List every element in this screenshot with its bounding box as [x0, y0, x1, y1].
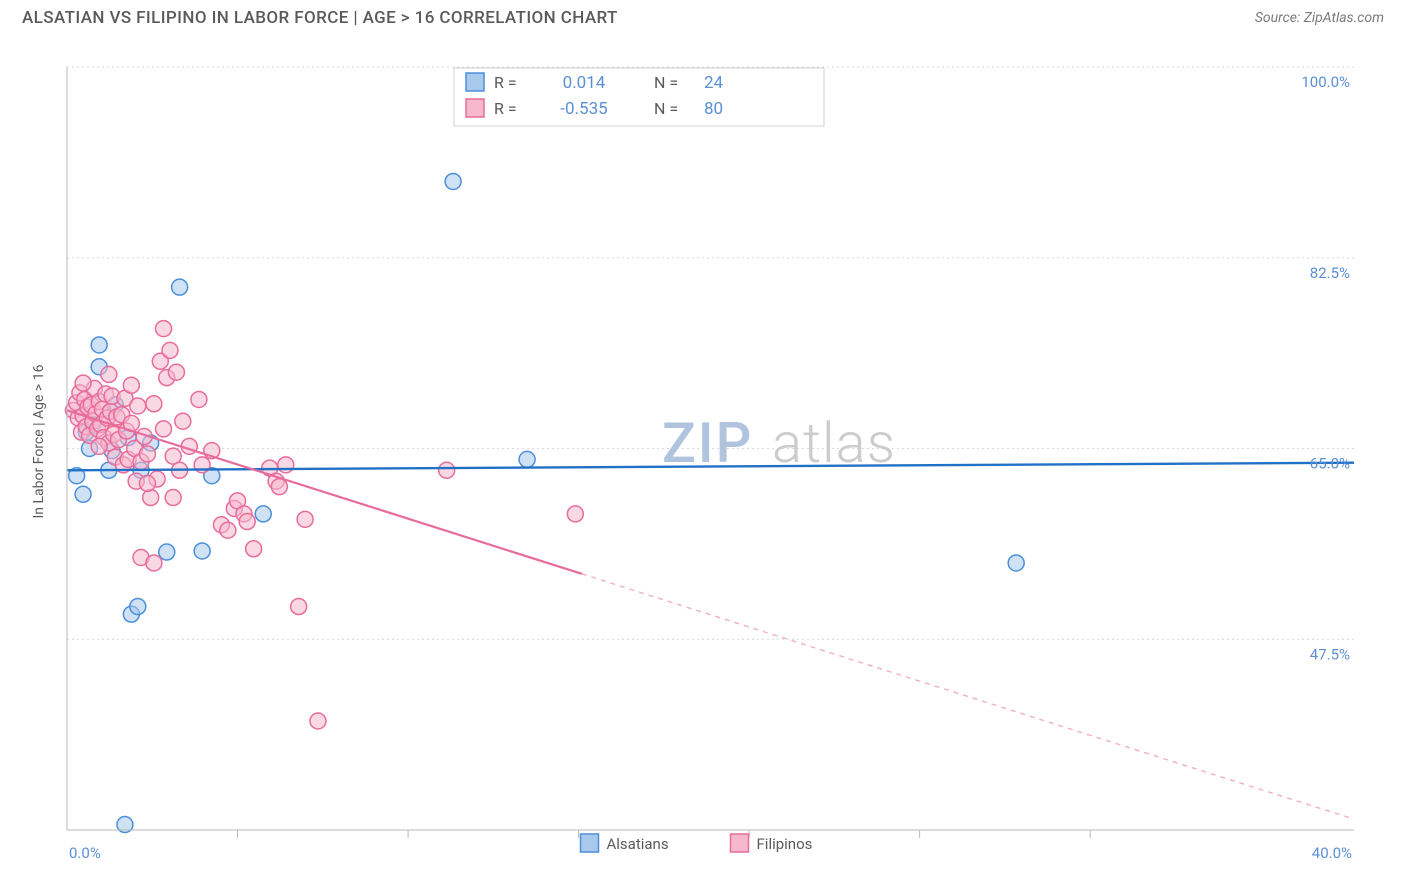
filipino-point — [130, 398, 146, 414]
filipino-point — [567, 506, 583, 522]
y-axis-title: In Labor Force | Age > 16 — [31, 364, 47, 518]
filipino-point — [291, 599, 307, 615]
legend-series-label: Filipinos — [757, 835, 813, 853]
stats-r-label: R = — [494, 99, 517, 118]
filipino-point — [246, 541, 262, 557]
stats-r-value: 0.014 — [563, 73, 606, 93]
filipino-point — [156, 321, 172, 337]
filipino-swatch-icon — [466, 99, 484, 117]
source-attribution: Source: ZipAtlas.com — [1255, 10, 1384, 26]
y-tick-label: 65.0% — [1310, 455, 1350, 473]
y-tick-label: 82.5% — [1310, 264, 1350, 282]
filipino-point — [310, 713, 326, 729]
filipino-point — [139, 446, 155, 462]
alsatian-point — [75, 486, 91, 502]
alsatian-point — [130, 599, 146, 615]
y-tick-label: 100.0% — [1301, 73, 1350, 91]
filipino-point — [220, 522, 236, 538]
filipino-point — [271, 479, 287, 495]
filipino-point — [278, 457, 294, 473]
alsatian-point — [1008, 555, 1024, 571]
stats-r-value: -0.535 — [560, 99, 607, 119]
filipino-point — [168, 364, 184, 380]
filipino-point — [175, 413, 191, 429]
filipino-point — [101, 366, 117, 382]
filipino-point — [146, 396, 162, 412]
filipino-swatch-icon — [731, 834, 749, 852]
alsatian-point — [519, 451, 535, 467]
legend-series-label: Alsatians — [607, 835, 669, 853]
filipino-point — [191, 391, 207, 407]
stats-n-value: 80 — [704, 99, 723, 119]
alsatian-point — [445, 173, 461, 189]
alsatian-point — [91, 337, 107, 353]
alsatian-swatch-icon — [581, 834, 599, 852]
stats-r-label: R = — [494, 73, 517, 92]
filipino-point — [162, 342, 178, 358]
chart-title: ALSATIAN VS FILIPINO IN LABOR FORCE | AG… — [22, 8, 618, 28]
stats-n-label: N = — [654, 99, 678, 118]
filipino-point — [143, 490, 159, 506]
filipino-trend-line-extrap — [582, 574, 1354, 819]
x-tick-label: 40.0% — [1312, 844, 1352, 862]
alsatian-point — [194, 543, 210, 559]
filipino-point — [156, 421, 172, 437]
alsatian-point — [172, 279, 188, 295]
filipino-point — [165, 490, 181, 506]
alsatian-swatch-icon — [466, 73, 484, 91]
filipino-point — [139, 475, 155, 491]
alsatian-point — [255, 506, 271, 522]
filipino-point — [297, 511, 313, 527]
filipino-point — [123, 377, 139, 393]
filipino-point — [75, 375, 91, 391]
filipino-point — [91, 438, 107, 454]
filipino-point — [239, 514, 255, 530]
filipino-point — [439, 462, 455, 478]
chart-svg: ZIPatlas47.5%65.0%82.5%100.0%0.0%40.0%In… — [22, 42, 1384, 870]
correlation-chart: ZIPatlas47.5%65.0%82.5%100.0%0.0%40.0%In… — [22, 42, 1384, 870]
y-tick-label: 47.5% — [1310, 645, 1350, 663]
stats-n-label: N = — [654, 73, 678, 92]
stats-n-value: 24 — [704, 73, 724, 93]
alsatian-point — [159, 544, 175, 560]
filipino-point — [146, 555, 162, 571]
x-tick-label: 0.0% — [69, 844, 101, 862]
